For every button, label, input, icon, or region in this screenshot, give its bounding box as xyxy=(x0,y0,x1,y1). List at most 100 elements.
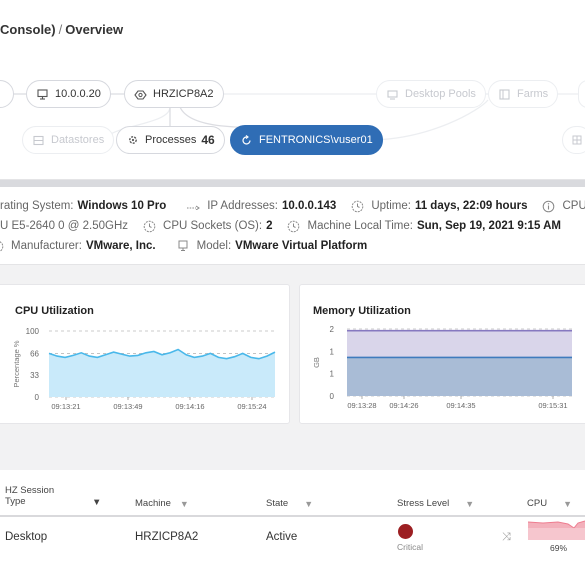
manufacturer-label: Manufacturer: xyxy=(11,240,82,252)
header-state[interactable]: State ▼ xyxy=(266,498,313,509)
datastore-icon xyxy=(32,134,45,147)
section-divider xyxy=(0,180,585,187)
memory-utilization-card: Memory Utilization 2 1 1 0 GB 09:13:28 09:14:2… xyxy=(299,284,585,424)
memory-used-area xyxy=(347,357,572,396)
uptime-value: 11 days, 22:09 hours xyxy=(414,200,528,212)
vmware-host-icon xyxy=(134,88,147,101)
cpu-chart-title: CPU Utilization xyxy=(15,305,94,317)
cpu-utilization-chart[interactable]: 100 66 33 0 Percentage % 09:13:21 09:13:49 09:1… xyxy=(0,285,291,425)
memory-x-tick-label: 09:13:28 xyxy=(347,401,376,410)
header-stress-level-label: Stress Level xyxy=(397,498,450,509)
breadcrumb: Console) / Overview xyxy=(0,22,123,37)
filter-stress-icon[interactable]: ▼ xyxy=(465,499,475,509)
cpu-label: CPU xyxy=(562,200,585,212)
stress-critical-indicator xyxy=(398,524,413,539)
memory-y-tick-label: 0 xyxy=(330,392,335,401)
cell-session-type: Desktop xyxy=(5,531,48,543)
stress-level-label: Critical xyxy=(397,542,423,552)
memory-y-tick-label: 1 xyxy=(330,347,335,356)
cell-state: Active xyxy=(266,531,298,543)
desktop-pools-icon xyxy=(386,88,399,101)
ip-value: 10.0.0.143 xyxy=(281,200,337,212)
memory-y-tick-label: 2 xyxy=(330,325,335,334)
filter-machine-icon[interactable]: ▼ xyxy=(179,499,189,509)
os-value: Windows 10 Pro xyxy=(77,200,167,212)
topology-node-host-label: HRZICP8A2 xyxy=(153,88,214,100)
uptime-clock-icon xyxy=(350,200,364,213)
cpu-y-tick-label: 0 xyxy=(35,393,40,402)
topology-node-farms[interactable]: Farms xyxy=(488,80,559,108)
filter-state-icon[interactable]: ▼ xyxy=(304,499,314,509)
header-session-type-line2: Type xyxy=(5,496,26,507)
session-refresh-icon xyxy=(240,134,253,147)
topology-node-desktop-pools-label: Desktop Pools xyxy=(405,88,476,100)
topology-node-datastores[interactable]: Datastores xyxy=(22,126,115,154)
topology-node-datastores-label: Datastores xyxy=(51,134,105,146)
memory-chart-title: Memory Utilization xyxy=(313,305,411,317)
memory-y-tick-label: 1 xyxy=(330,370,335,379)
processes-count: 46 xyxy=(201,133,215,147)
topology-node-user-session[interactable]: FENTRONICS\vuser01 xyxy=(230,125,383,155)
cpu-model-value: U E5-2640 0 @ 2.50GHz xyxy=(0,220,129,232)
cpu-series-line xyxy=(48,348,276,360)
header-machine[interactable]: Machine ▼ xyxy=(135,498,189,509)
cpu-area-fill xyxy=(49,349,275,397)
topology-node-host[interactable]: HRZICP8A2 xyxy=(124,80,224,108)
sockets-value: 2 xyxy=(266,220,273,232)
header-state-label: State xyxy=(266,498,289,509)
topology-node-processes-label: Processes xyxy=(145,134,197,146)
header-session-type-line1: HZ Session xyxy=(5,485,55,496)
topology-node-offscreen-1[interactable] xyxy=(578,80,585,108)
cpu-percent: 69% xyxy=(550,543,568,553)
uptime-label: Uptime: xyxy=(371,200,411,212)
cpu-x-tick-label: 09:14:16 xyxy=(175,402,204,411)
filter-session-type-icon[interactable]: ▼ xyxy=(92,497,102,508)
memory-x-tick-label: 09:15:31 xyxy=(538,401,567,410)
memory-utilization-chart[interactable]: 2 1 1 0 GB 09:13:28 09:14:26 09:14:35 09:15:31 xyxy=(300,285,585,425)
topology-panel: Console)/Overview er 10.0.0.20 HRZICP8A2… xyxy=(0,0,585,180)
header-session-type[interactable]: HZ Session Type xyxy=(5,485,54,507)
info-row-2: U E5-2640 0 @ 2.50GHz CPU Sockets (OS): … xyxy=(0,217,561,235)
topology-node-ip[interactable]: 10.0.0.20 xyxy=(26,80,111,108)
cpu-utilization-card: CPU Utilization 100 66 33 0 Percentage % 09:1… xyxy=(0,284,290,424)
cpu-info-icon xyxy=(541,200,555,213)
os-label: rating System: xyxy=(0,200,74,212)
model-label: Model: xyxy=(196,240,232,252)
header-stress-level[interactable]: Stress Level ▼ xyxy=(397,498,474,509)
cpu-sparkline xyxy=(528,520,585,540)
memory-x-tick-label: 09:14:35 xyxy=(446,401,475,410)
ip-label: IP Addresses: xyxy=(207,200,278,212)
header-divider xyxy=(0,515,585,517)
topology-node-user-session-label: FENTRONICS\vuser01 xyxy=(259,134,373,146)
sessions-table: HZ Session Type ▼ Machine ▼ State ▼ Stre… xyxy=(0,470,585,585)
cpu-y-tick-label: 100 xyxy=(26,327,40,336)
topology-node-processes[interactable]: Processes 46 xyxy=(116,126,225,154)
header-cpu[interactable]: CPU ▼ xyxy=(527,498,572,509)
manufacturer-icon xyxy=(0,240,4,253)
filter-cpu-icon[interactable]: ▼ xyxy=(563,499,572,509)
cpu-x-tick-label: 09:15:24 xyxy=(237,402,266,411)
cpu-y-tick-label: 66 xyxy=(30,349,39,358)
cpu-x-tick-label: 09:13:49 xyxy=(113,402,142,411)
breadcrumb-parent[interactable]: Console) xyxy=(0,22,56,37)
machine-info-panel: rating System: Windows 10 Pro IP Address… xyxy=(0,187,585,265)
topology-node-offscreen-2[interactable] xyxy=(562,126,585,154)
grid-icon xyxy=(572,134,582,147)
cell-machine[interactable]: HRZICP8A2 xyxy=(135,531,199,543)
info-row-1: rating System: Windows 10 Pro IP Address… xyxy=(0,197,585,215)
local-time-value: Sun, Sep 19, 2021 9:15 AM xyxy=(416,220,561,232)
cpu-y-tick-label: 33 xyxy=(30,371,39,380)
memory-y-axis-label: GB xyxy=(312,357,321,368)
cpu-x-tick-label: 09:13:21 xyxy=(51,402,80,411)
processes-gear-icon xyxy=(126,134,139,147)
sockets-label: CPU Sockets (OS): xyxy=(163,220,263,232)
shuffle-icon[interactable]: ⤨ xyxy=(502,531,511,543)
topology-node-desktop-pools[interactable]: Desktop Pools xyxy=(376,80,486,108)
topology-connectors xyxy=(14,93,578,141)
breadcrumb-current: Overview xyxy=(65,22,124,37)
topology-node-ip-label: 10.0.0.20 xyxy=(55,88,101,100)
farms-icon xyxy=(498,88,511,101)
topology-node-farms-label: Farms xyxy=(517,88,549,100)
manufacturer-value: VMware, Inc. xyxy=(85,240,156,252)
model-icon xyxy=(176,240,190,252)
